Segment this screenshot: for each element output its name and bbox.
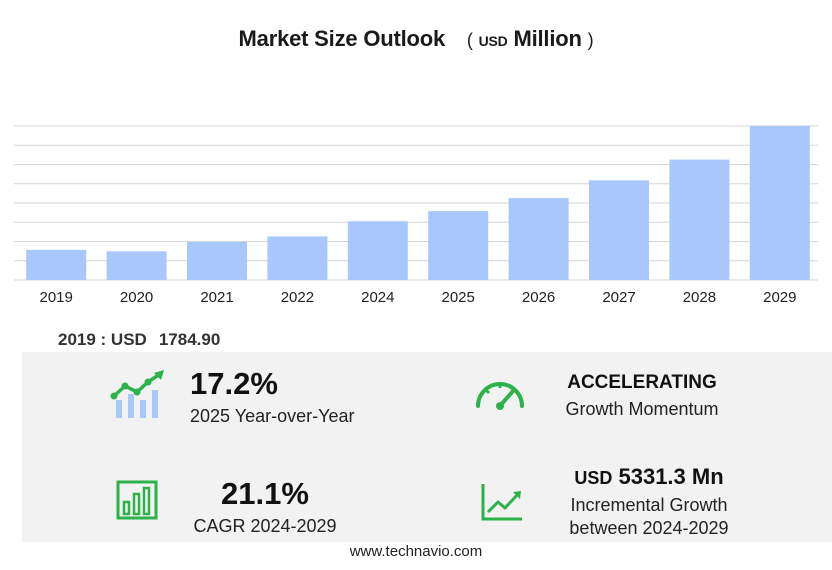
cagr-value: 21.1%	[221, 476, 309, 511]
bar-chart-icon	[116, 480, 158, 520]
title-paren-close: )	[587, 30, 594, 50]
bar-chart: 2019 2020 2021 2022 2024 2025 2026 2027 2028 2029	[14, 125, 818, 306]
bar-2022	[267, 236, 328, 280]
bar-2025	[428, 211, 489, 280]
baseline-value: 2019 : USD 1784.90	[58, 330, 220, 350]
title-unit-prefix: USD	[478, 33, 508, 49]
cagr-label: CAGR 2024-2029	[193, 516, 337, 536]
cagr-stat: 21.1% CAGR 2024-2029	[180, 478, 350, 538]
footer-url[interactable]: www.technavio.com	[349, 543, 483, 560]
x-tick-label-2024: 2024	[361, 289, 394, 306]
momentum-stat: ACCELERATING Growth Momentum	[542, 372, 742, 421]
bar-2028	[669, 159, 730, 280]
incremental-stat: USD 5331.3 Mn Incremental Growth between…	[552, 464, 746, 539]
x-tick-label-2021: 2021	[200, 289, 233, 306]
incremental-value: 5331.3 Mn	[618, 464, 724, 489]
title-main: Market Size Outlook	[238, 26, 446, 51]
x-tick-label-2028: 2028	[683, 289, 716, 306]
bar-2029	[749, 126, 810, 280]
yoy-value: 17.2%	[190, 366, 278, 401]
x-tick-label-2026: 2026	[522, 289, 555, 306]
bar-2021	[187, 242, 247, 280]
x-tick-label-2022: 2022	[281, 289, 314, 306]
bar-2020	[106, 251, 167, 280]
bar-line-chart-icon	[110, 370, 164, 418]
momentum-label: Growth Momentum	[565, 399, 719, 419]
chart-title: Market Size Outlook ( USD Million )	[0, 26, 832, 52]
baseline-number: 1784.90	[158, 330, 221, 349]
title-unit: Million	[513, 26, 582, 51]
incremental-label-1: Incremental Growth	[570, 495, 728, 515]
incremental-label-2: between 2024-2029	[569, 517, 729, 538]
stats-panel: 17.2% 2025 Year-over-Year ACCELERATING G…	[22, 352, 832, 542]
bar-2026	[508, 198, 569, 280]
incremental-prefix: USD	[574, 468, 613, 488]
title-paren-open: (	[466, 30, 473, 50]
yoy-stat: 17.2% 2025 Year-over-Year	[190, 368, 354, 428]
x-tick-label-2025: 2025	[442, 289, 475, 306]
x-tick-label-2029: 2029	[763, 289, 796, 306]
x-tick-label-2019: 2019	[40, 289, 73, 306]
trend-line-icon	[481, 484, 522, 521]
baseline-label: 2019 : USD	[58, 330, 147, 349]
x-tick-label-2020: 2020	[120, 289, 153, 306]
momentum-value: ACCELERATING	[567, 372, 717, 393]
bar-2019	[26, 249, 87, 280]
bar-2024	[347, 221, 408, 280]
yoy-label: 2025 Year-over-Year	[190, 406, 355, 426]
bar-2027	[589, 180, 649, 280]
x-tick-label-2027: 2027	[602, 289, 635, 306]
speedometer-icon	[476, 382, 524, 410]
